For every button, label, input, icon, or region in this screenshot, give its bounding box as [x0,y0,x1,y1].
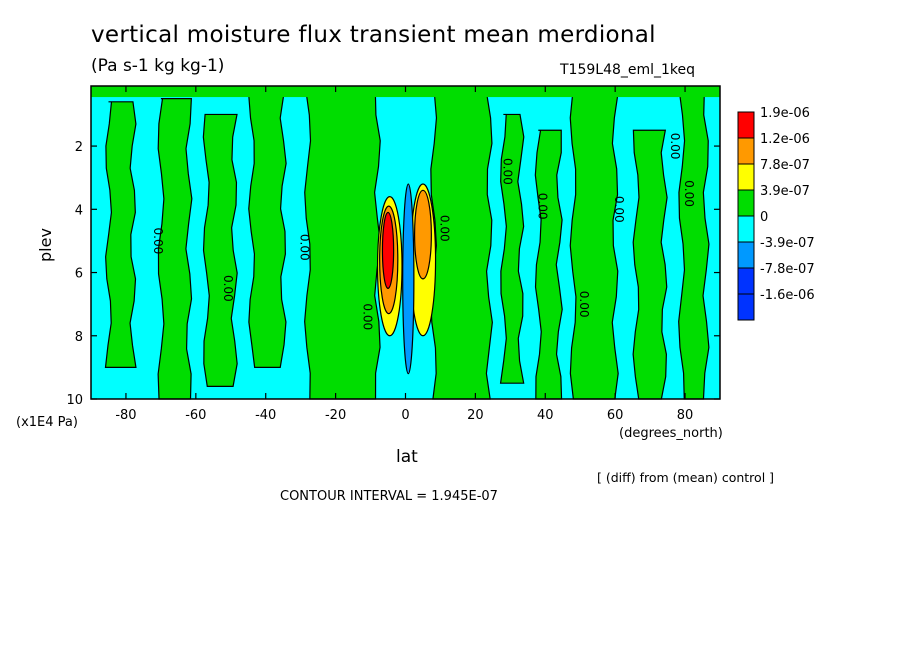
chart-units: (Pa s-1 kg kg-1) [91,56,225,76]
contour-band [104,101,137,368]
x-tick-label: -20 [325,408,346,423]
y-tick-label: 2 [75,140,83,155]
contour-interval: CONTOUR INTERVAL = 1.945E-07 [280,489,498,504]
y-tick-label: 8 [75,330,83,345]
x-tick-label: -60 [185,408,206,423]
anomaly-cell [381,211,395,289]
x-tick-label: 0 [401,408,409,423]
contour-label: 0.00 [500,158,514,185]
legend-swatch [737,241,755,269]
y-tick-label: 4 [75,203,83,218]
contour-field [91,86,720,400]
x-tick-label: 80 [677,408,694,423]
contour-band [499,113,525,384]
contour-label: 0.00 [437,215,451,242]
x-tick-label: 60 [607,408,624,423]
contour-band [632,129,668,400]
legend-label: -3.9e-07 [760,236,815,251]
contour-label: 0.00 [612,196,626,223]
x-axis-units: (degrees_north) [619,426,723,441]
anomaly-cell [402,183,415,375]
legend-swatch [737,111,755,139]
contour-band [429,91,493,400]
contour-label: 0.00 [682,180,696,207]
run-label: T159L48_eml_1keq [560,62,696,78]
contour-band [304,88,382,400]
footer-note: [ (diff) from (mean) control ] [597,470,775,485]
legend-label: 7.8e-07 [760,158,810,173]
x-tick-label: -40 [255,408,276,423]
legend-swatch [737,189,755,217]
contour-label: 0.00 [298,234,312,261]
y-tick-label: 6 [75,267,83,282]
contour-label: 0.00 [577,291,591,318]
x-tick-label: 20 [467,408,484,423]
contour-label: 0.00 [668,133,682,160]
x-tick-label: -80 [115,408,136,423]
legend-label: 0 [760,210,768,225]
x-axis: -80 -60 -40 -20 0 20 40 60 80 [115,86,693,423]
contour-band [202,113,238,387]
contour-labels: 0.00 0.00 0.00 0.00 0.00 0.00 0.00 0.00 0.00 0.00… [151,133,696,330]
legend-swatch [737,293,755,321]
anomaly-cell [413,189,432,280]
legend-swatch [737,267,755,295]
contour-label: 0.00 [535,193,549,220]
legend-label: 1.2e-06 [760,132,810,147]
legend-swatch [737,163,755,191]
contour-label: 0.00 [221,275,235,302]
legend-label: -7.8e-07 [760,262,815,277]
legend-swatch [737,137,755,165]
chart-title: vertical moisture flux transient mean me… [91,22,656,48]
y-axis-units: (x1E4 Pa) [16,415,78,430]
contour-band [569,91,619,400]
contour-label: 0.00 [151,228,165,255]
legend-swatch [737,215,755,243]
x-axis-label: lat [396,447,418,467]
legend-label: 3.9e-07 [760,184,810,199]
y-tick-label: 10 [66,393,83,408]
legend-label: -1.6e-06 [760,288,815,303]
y-axis: 2 4 6 8 10 [66,140,720,408]
contour-band [248,94,287,368]
legend-label: 1.9e-06 [760,106,810,121]
contour-label: 0.00 [361,303,375,330]
color-legend: 1.9e-06 1.2e-06 7.8e-07 3.9e-07 0 -3.9e-07 -7.… [737,106,815,321]
x-tick-label: 40 [537,408,554,423]
